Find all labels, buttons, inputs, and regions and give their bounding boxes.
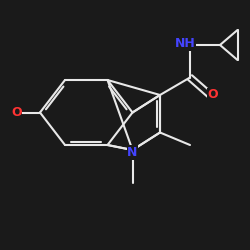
Text: N: N — [127, 146, 138, 159]
Text: NH: NH — [174, 37, 196, 50]
Text: O: O — [207, 88, 218, 102]
Text: O: O — [11, 106, 22, 119]
